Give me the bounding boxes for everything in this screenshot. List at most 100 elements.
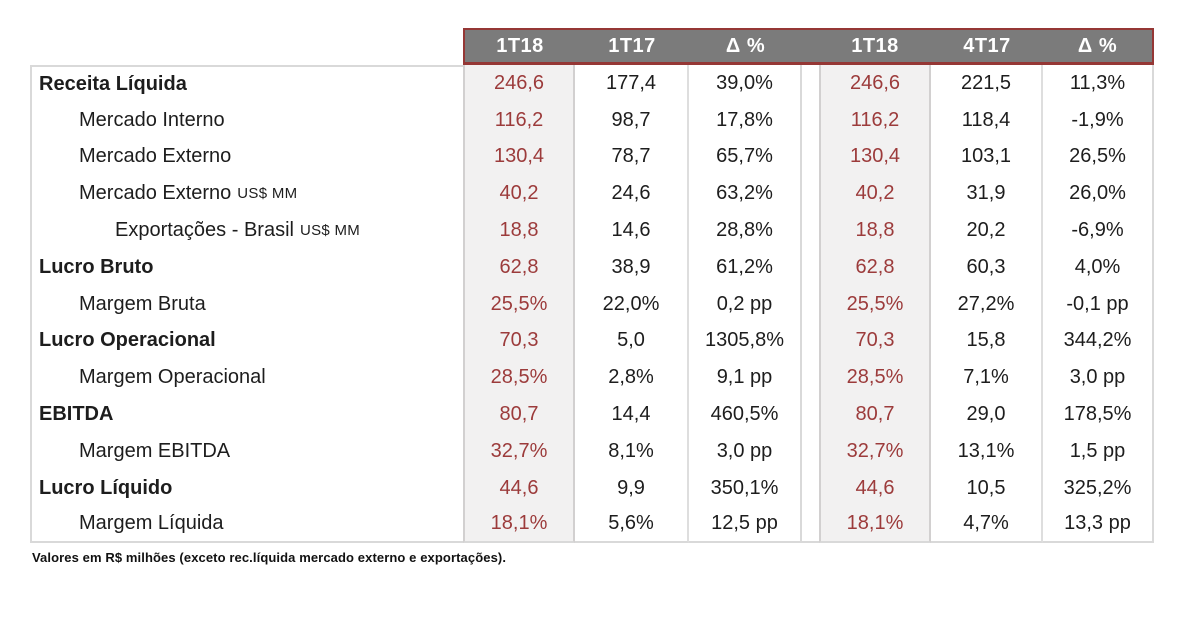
cell-delta-b: 13,3 pp bbox=[1043, 506, 1154, 544]
cell-delta-a: 28,8% bbox=[689, 212, 802, 249]
gap-cell bbox=[802, 507, 819, 544]
cell-4t17: 60,3 bbox=[931, 248, 1043, 286]
cell-4t17: 20,2 bbox=[931, 212, 1043, 249]
row-label: Receita Líquida bbox=[30, 65, 463, 102]
row-label: Margem Líquida bbox=[30, 506, 463, 544]
cell-1t18-a: 25,5% bbox=[463, 285, 575, 323]
header-cell-delta-b: Δ % bbox=[1043, 28, 1154, 65]
cell-1t17: 22,0% bbox=[575, 285, 689, 323]
row-label: Lucro Líquido bbox=[30, 469, 463, 507]
cell-delta-b: 178,5% bbox=[1043, 396, 1154, 433]
row-label-unit: US$ MM bbox=[299, 222, 361, 240]
cell-1t18-b: 18,1% bbox=[819, 506, 931, 544]
cell-4t17: 4,7% bbox=[931, 506, 1043, 544]
cell-4t17: 221,5 bbox=[931, 65, 1043, 102]
table-row: Mercado Interno 116,2 98,7 17,8% 116,2 1… bbox=[30, 101, 1154, 139]
row-label-text: Lucro Bruto bbox=[39, 255, 154, 278]
cell-delta-b: 26,0% bbox=[1043, 175, 1154, 213]
cell-4t17: 15,8 bbox=[931, 322, 1043, 360]
header-gap-cell bbox=[802, 28, 819, 65]
row-label-text: Exportações - Brasil bbox=[115, 219, 294, 242]
cell-1t18-a: 18,8 bbox=[463, 212, 575, 249]
cell-1t17: 5,0 bbox=[575, 322, 689, 360]
cell-delta-a: 17,8% bbox=[689, 101, 802, 139]
cell-delta-b: 11,3% bbox=[1043, 65, 1154, 102]
cell-1t18-b: 70,3 bbox=[819, 322, 931, 360]
cell-delta-a: 65,7% bbox=[689, 138, 802, 176]
cell-1t18-a: 32,7% bbox=[463, 432, 575, 470]
gap-cell bbox=[802, 323, 819, 360]
cell-4t17: 103,1 bbox=[931, 138, 1043, 176]
cell-1t18-b: 18,8 bbox=[819, 212, 931, 249]
row-label-text: Margem Bruta bbox=[79, 292, 206, 315]
row-label: Margem Bruta bbox=[30, 285, 463, 323]
table-body: Receita Líquida 246,6 177,4 39,0% 246,6 … bbox=[30, 65, 1154, 544]
gap-cell bbox=[802, 249, 819, 286]
cell-1t18-b: 62,8 bbox=[819, 248, 931, 286]
cell-1t17: 98,7 bbox=[575, 101, 689, 139]
cell-delta-a: 3,0 pp bbox=[689, 432, 802, 470]
cell-delta-a: 61,2% bbox=[689, 248, 802, 286]
cell-1t18-a: 116,2 bbox=[463, 101, 575, 139]
cell-delta-a: 1305,8% bbox=[689, 322, 802, 360]
cell-1t17: 14,6 bbox=[575, 212, 689, 249]
header-cell-delta-a: Δ % bbox=[689, 28, 802, 65]
table-row: EBITDA 80,7 14,4 460,5% 80,7 29,0 178,5% bbox=[30, 396, 1154, 433]
header-label-spacer bbox=[30, 28, 463, 65]
table-row: Exportações - Brasil US$ MM 18,8 14,6 28… bbox=[30, 212, 1154, 249]
footnote: Valores em R$ milhões (exceto rec.líquid… bbox=[32, 550, 507, 566]
table-row: Mercado Externo US$ MM 40,2 24,6 63,2% 4… bbox=[30, 175, 1154, 213]
row-label: Margem Operacional bbox=[30, 359, 463, 397]
row-label-unit: US$ MM bbox=[237, 185, 298, 203]
cell-1t18-a: 44,6 bbox=[463, 469, 575, 507]
cell-1t18-a: 62,8 bbox=[463, 248, 575, 286]
cell-1t18-a: 130,4 bbox=[463, 138, 575, 176]
gap-cell bbox=[802, 139, 819, 176]
gap-cell bbox=[802, 286, 819, 323]
cell-1t17: 9,9 bbox=[575, 469, 689, 507]
header-cell-1t17: 1T17 bbox=[575, 28, 689, 65]
cell-delta-b: 4,0% bbox=[1043, 248, 1154, 286]
cell-1t18-b: 25,5% bbox=[819, 285, 931, 323]
row-label-text: Margem Operacional bbox=[79, 366, 266, 389]
cell-1t18-a: 40,2 bbox=[463, 175, 575, 213]
gap-cell bbox=[802, 175, 819, 212]
cell-1t17: 24,6 bbox=[575, 175, 689, 213]
cell-1t18-b: 40,2 bbox=[819, 175, 931, 213]
cell-delta-b: -6,9% bbox=[1043, 212, 1154, 249]
cell-1t17: 2,8% bbox=[575, 359, 689, 397]
row-label-text: Mercado Externo bbox=[79, 145, 232, 168]
cell-delta-b: 325,2% bbox=[1043, 469, 1154, 507]
cell-1t17: 177,4 bbox=[575, 65, 689, 102]
gap-cell bbox=[802, 102, 819, 139]
cell-1t18-a: 28,5% bbox=[463, 359, 575, 397]
cell-1t18-b: 28,5% bbox=[819, 359, 931, 397]
cell-delta-b: -0,1 pp bbox=[1043, 285, 1154, 323]
table-row: Lucro Líquido 44,6 9,9 350,1% 44,6 10,5 … bbox=[30, 469, 1154, 507]
cell-4t17: 31,9 bbox=[931, 175, 1043, 213]
gap-cell bbox=[802, 359, 819, 396]
cell-delta-b: 26,5% bbox=[1043, 138, 1154, 176]
cell-delta-b: 3,0 pp bbox=[1043, 359, 1154, 397]
cell-4t17: 118,4 bbox=[931, 101, 1043, 139]
cell-delta-a: 12,5 pp bbox=[689, 506, 802, 544]
cell-delta-b: -1,9% bbox=[1043, 101, 1154, 139]
cell-1t17: 78,7 bbox=[575, 138, 689, 176]
cell-1t18-a: 70,3 bbox=[463, 322, 575, 360]
row-label-text: Mercado Interno bbox=[79, 108, 225, 131]
results-table: 1T18 1T17 Δ % 1T18 4T17 Δ % Receita Líqu… bbox=[30, 28, 1154, 544]
row-label: Lucro Operacional bbox=[30, 322, 463, 360]
cell-1t17: 38,9 bbox=[575, 248, 689, 286]
cell-delta-a: 9,1 pp bbox=[689, 359, 802, 397]
header-cell-1t18-b: 1T18 bbox=[819, 28, 931, 65]
header-cell-4t17: 4T17 bbox=[931, 28, 1043, 65]
cell-1t17: 8,1% bbox=[575, 432, 689, 470]
table-row: Receita Líquida 246,6 177,4 39,0% 246,6 … bbox=[30, 65, 1154, 102]
table-row: Margem Bruta 25,5% 22,0% 0,2 pp 25,5% 27… bbox=[30, 285, 1154, 323]
table-header-row: 1T18 1T17 Δ % 1T18 4T17 Δ % bbox=[30, 28, 1154, 65]
row-label-text: EBITDA bbox=[39, 403, 114, 426]
cell-delta-a: 39,0% bbox=[689, 65, 802, 102]
cell-1t18-a: 246,6 bbox=[463, 65, 575, 102]
row-label-text: Margem EBITDA bbox=[79, 439, 231, 462]
cell-4t17: 7,1% bbox=[931, 359, 1043, 397]
